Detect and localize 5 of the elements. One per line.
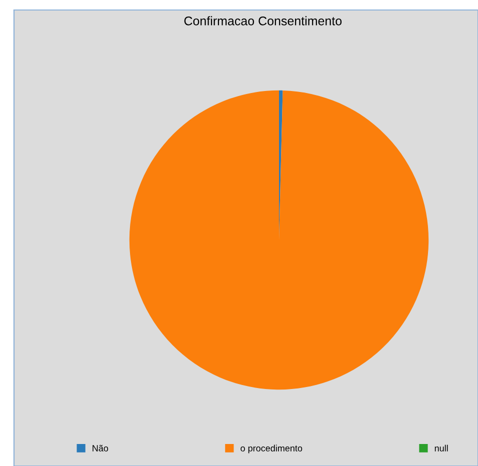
pie-slice — [129, 90, 429, 390]
legend-label: o procedimento — [240, 444, 302, 454]
legend-label: null — [434, 444, 448, 452]
legend-label: Não — [92, 444, 108, 452]
chart-title: Confirmacao Consentimento — [184, 16, 342, 26]
